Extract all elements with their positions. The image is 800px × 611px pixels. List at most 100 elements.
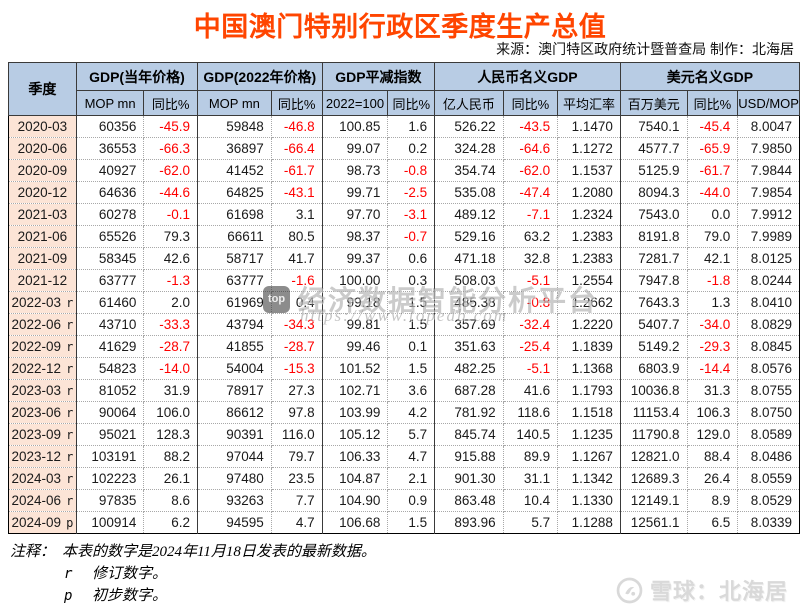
value-cell: 489.12 xyxy=(434,203,504,226)
value-cell: 102223 xyxy=(75,467,145,490)
value-cell: 7.9989 xyxy=(737,225,800,248)
group-header: 人民币名义GDP xyxy=(434,62,621,91)
quarter-cell: 2021-06 xyxy=(8,225,77,248)
value-cell: 41.7 xyxy=(270,247,323,270)
quarter-cell: 2020-12 xyxy=(8,181,77,204)
quarter-cell: 2022-12 r xyxy=(8,357,77,380)
value-cell: 43794 xyxy=(197,313,272,336)
value-cell: 1.1368 xyxy=(557,357,621,380)
value-cell: -45.4 xyxy=(686,115,739,138)
value-cell: 845.74 xyxy=(434,423,504,446)
value-cell: 8.9 xyxy=(686,489,739,512)
value-cell: 79.7 xyxy=(270,445,323,468)
value-cell: -2.5 xyxy=(387,181,436,204)
table-row: 2022-06 r 43710 -33.3 43794 -34.3 99.81 1.5 357.… xyxy=(8,313,800,336)
value-cell: -1.8 xyxy=(686,269,739,292)
value-cell: 863.48 xyxy=(434,489,504,512)
value-cell: 78917 xyxy=(197,379,272,402)
value-cell: 12821.0 xyxy=(619,445,688,468)
value-cell: 106.68 xyxy=(321,511,389,534)
value-cell: 42.6 xyxy=(143,247,198,270)
value-cell: 64636 xyxy=(75,181,145,204)
value-cell: 26.1 xyxy=(143,467,198,490)
table-row: 2021-12 63777 -1.3 63777 -1.6 100.00 0.3 508.03… xyxy=(8,269,800,292)
value-cell: 1.5 xyxy=(387,357,436,380)
value-cell: -25.4 xyxy=(502,335,559,358)
quarter-cell: 2022-09 r xyxy=(8,335,77,358)
value-cell: 86612 xyxy=(197,401,272,424)
value-cell: 32.8 xyxy=(502,247,559,270)
revision-flag: r xyxy=(66,362,74,376)
value-cell: -1.3 xyxy=(143,269,198,292)
value-cell: 99.81 xyxy=(321,313,389,336)
value-cell: -0.1 xyxy=(143,203,198,226)
value-cell: 58345 xyxy=(75,247,145,270)
quarter-cell: 2023-06 r xyxy=(8,401,77,424)
table-row: 2020-12 64636 -44.6 64825 -43.1 99.71 -2.5 535.… xyxy=(8,181,800,204)
note-release-date: 本表的数字是2024年11月18日发表的最新数据。 xyxy=(62,544,376,560)
value-cell: 0.4 xyxy=(270,291,323,314)
value-cell: 529.16 xyxy=(434,225,504,248)
value-cell: 36553 xyxy=(75,137,145,160)
value-cell: -0.8 xyxy=(502,291,559,314)
value-cell: 106.0 xyxy=(143,401,198,424)
table-row: 2024-09 p 100914 6.2 94595 4.7 106.68 1.5 893.96… xyxy=(8,511,800,534)
value-cell: 60356 xyxy=(75,115,145,138)
value-cell: 103.99 xyxy=(321,401,389,424)
revision-flag: r xyxy=(66,450,74,464)
value-cell: 5.7 xyxy=(502,511,559,534)
value-cell: -0.7 xyxy=(387,225,436,248)
value-cell: 90391 xyxy=(197,423,272,446)
value-cell: -66.4 xyxy=(270,137,323,160)
sub-header: 2022=100 xyxy=(321,90,389,116)
value-cell: 1.2080 xyxy=(557,181,621,204)
value-cell: 8.0559 xyxy=(737,467,800,490)
note-preliminary: 初步数字。 xyxy=(92,588,168,604)
table-row: 2023-09 r 95021 128.3 90391 116.0 105.12 5.7 845… xyxy=(8,423,800,446)
value-cell: 0.3 xyxy=(387,269,436,292)
value-cell: -65.9 xyxy=(686,137,739,160)
value-cell: 1.1342 xyxy=(557,467,621,490)
value-cell: -3.1 xyxy=(387,203,436,226)
value-cell: -44.0 xyxy=(686,181,739,204)
value-cell: 41.6 xyxy=(502,379,559,402)
table-row: 2024-06 r 97835 8.6 93263 7.7 104.90 0.9 863.48 1… xyxy=(8,489,800,512)
value-cell: 324.28 xyxy=(434,137,504,160)
table-row: 2021-03 60278 -0.1 61698 3.1 97.70 -3.1 489.12-… xyxy=(8,203,800,226)
value-cell: 99.37 xyxy=(321,247,389,270)
revision-flag: r xyxy=(66,340,74,354)
value-cell: 1.6 xyxy=(387,115,436,138)
value-cell: 10.4 xyxy=(502,489,559,512)
value-cell: 0.9 xyxy=(387,489,436,512)
value-cell: 116.0 xyxy=(270,423,323,446)
value-cell: 65526 xyxy=(75,225,145,248)
value-cell: -32.4 xyxy=(502,313,559,336)
value-cell: 60278 xyxy=(75,203,145,226)
group-header: GDP(2022年价格) xyxy=(197,62,323,91)
value-cell: 7.9844 xyxy=(737,159,800,182)
value-cell: 26.4 xyxy=(686,467,739,490)
table-header: 季度 GDP(当年价格) GDP(2022年价格) GDP平减指数 人民币名义GDP 美… xyxy=(8,62,800,116)
value-cell: 1.1470 xyxy=(557,115,621,138)
table-row: 2021-09 58345 42.6 58717 41.7 99.37 0.6 471.18 3… xyxy=(8,247,800,270)
sub-header: 同比% xyxy=(387,90,436,116)
value-cell: -61.7 xyxy=(686,159,739,182)
value-cell: 101.52 xyxy=(321,357,389,380)
group-header: GDP(当年价格) xyxy=(75,62,199,91)
quarter-cell: 2021-09 xyxy=(8,247,77,270)
value-cell: 10036.8 xyxy=(619,379,688,402)
value-cell: 100.85 xyxy=(321,115,389,138)
value-cell: 106.33 xyxy=(321,445,389,468)
value-cell: -14.0 xyxy=(143,357,198,380)
quarter-cell: 2024-03 r xyxy=(8,467,77,490)
value-cell: 63777 xyxy=(75,269,145,292)
sub-header: 同比% xyxy=(270,90,323,116)
table-row: 2023-03 r 81052 31.9 78917 27.3 102.71 3.6 687.2… xyxy=(8,379,800,402)
value-cell: 8191.8 xyxy=(619,225,688,248)
brand-label: 雪球：北海居 xyxy=(649,579,788,604)
value-cell: 63777 xyxy=(197,269,272,292)
source-credit: 来源：澳门特区政府统计暨普查局 制作：北海居 xyxy=(496,41,794,57)
value-cell: 58717 xyxy=(197,247,272,270)
value-cell: 7.9850 xyxy=(737,137,800,160)
value-cell: 89.9 xyxy=(502,445,559,468)
